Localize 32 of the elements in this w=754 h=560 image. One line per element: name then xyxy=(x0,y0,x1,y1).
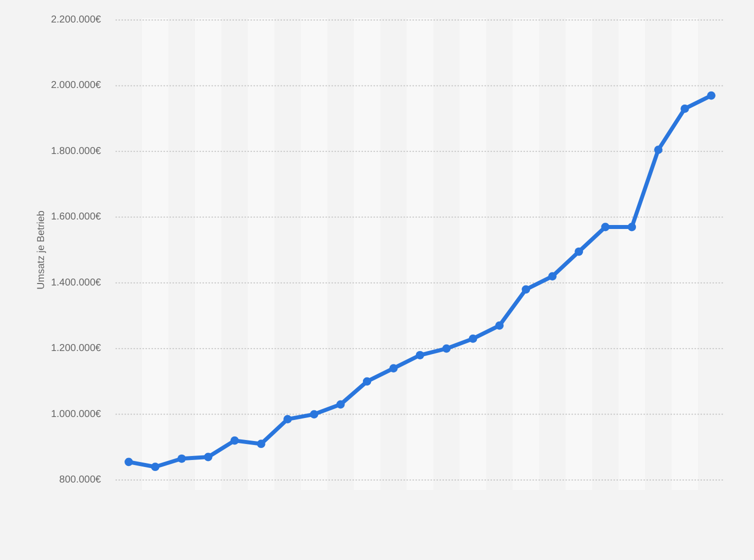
point xyxy=(548,272,557,280)
point xyxy=(468,334,478,343)
point xyxy=(389,364,398,372)
y-tick-label: 1.200.000€ xyxy=(50,343,102,354)
y-tick-label: 800.000€ xyxy=(59,474,102,486)
point xyxy=(522,285,530,294)
point xyxy=(628,222,636,232)
point xyxy=(177,454,186,463)
y-tick-label: 2.000.000€ xyxy=(50,80,102,92)
point xyxy=(230,436,239,445)
y-axis-title: Umsatz je Betrieb xyxy=(36,210,46,290)
point xyxy=(256,440,266,448)
y-tick-label: 1.400.000€ xyxy=(50,277,102,288)
point xyxy=(416,350,424,360)
point xyxy=(310,410,318,418)
point xyxy=(601,222,610,232)
y-tick-label: 1.600.000€ xyxy=(50,212,102,223)
point xyxy=(680,104,689,113)
point xyxy=(204,452,212,462)
point xyxy=(707,91,716,100)
y-tick-label: 1.800.000€ xyxy=(50,146,102,157)
point xyxy=(151,462,160,472)
point xyxy=(495,321,504,330)
point xyxy=(654,146,663,154)
point xyxy=(124,458,133,466)
y-tick-label: 1.000.000€ xyxy=(50,408,102,420)
point xyxy=(336,400,345,409)
point xyxy=(283,415,292,424)
y-tick-label: 2.200.000€ xyxy=(50,14,102,26)
point xyxy=(362,377,372,386)
point xyxy=(442,344,451,353)
point xyxy=(574,247,584,256)
